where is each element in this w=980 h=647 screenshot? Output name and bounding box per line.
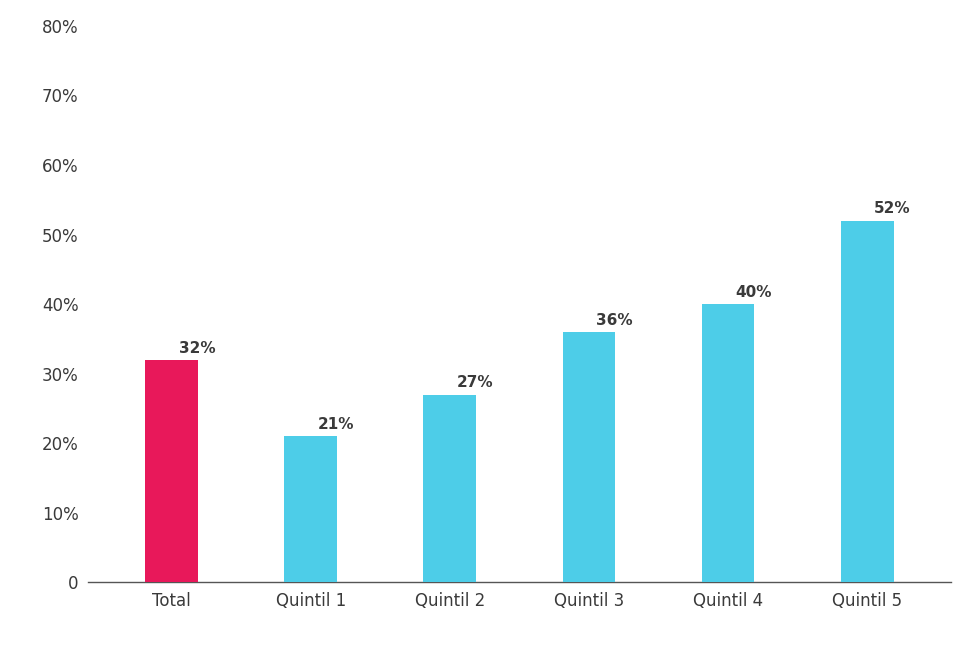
Bar: [841, 221, 894, 582]
Bar: [284, 436, 337, 582]
Text: 52%: 52%: [874, 201, 910, 217]
Text: 36%: 36%: [596, 313, 632, 328]
Bar: [563, 332, 615, 582]
Bar: [145, 360, 198, 582]
Bar: [702, 304, 755, 582]
Text: 27%: 27%: [457, 375, 494, 390]
Text: 21%: 21%: [318, 417, 354, 432]
Bar: [423, 395, 476, 582]
Text: 40%: 40%: [735, 285, 771, 300]
Text: 32%: 32%: [178, 340, 216, 356]
